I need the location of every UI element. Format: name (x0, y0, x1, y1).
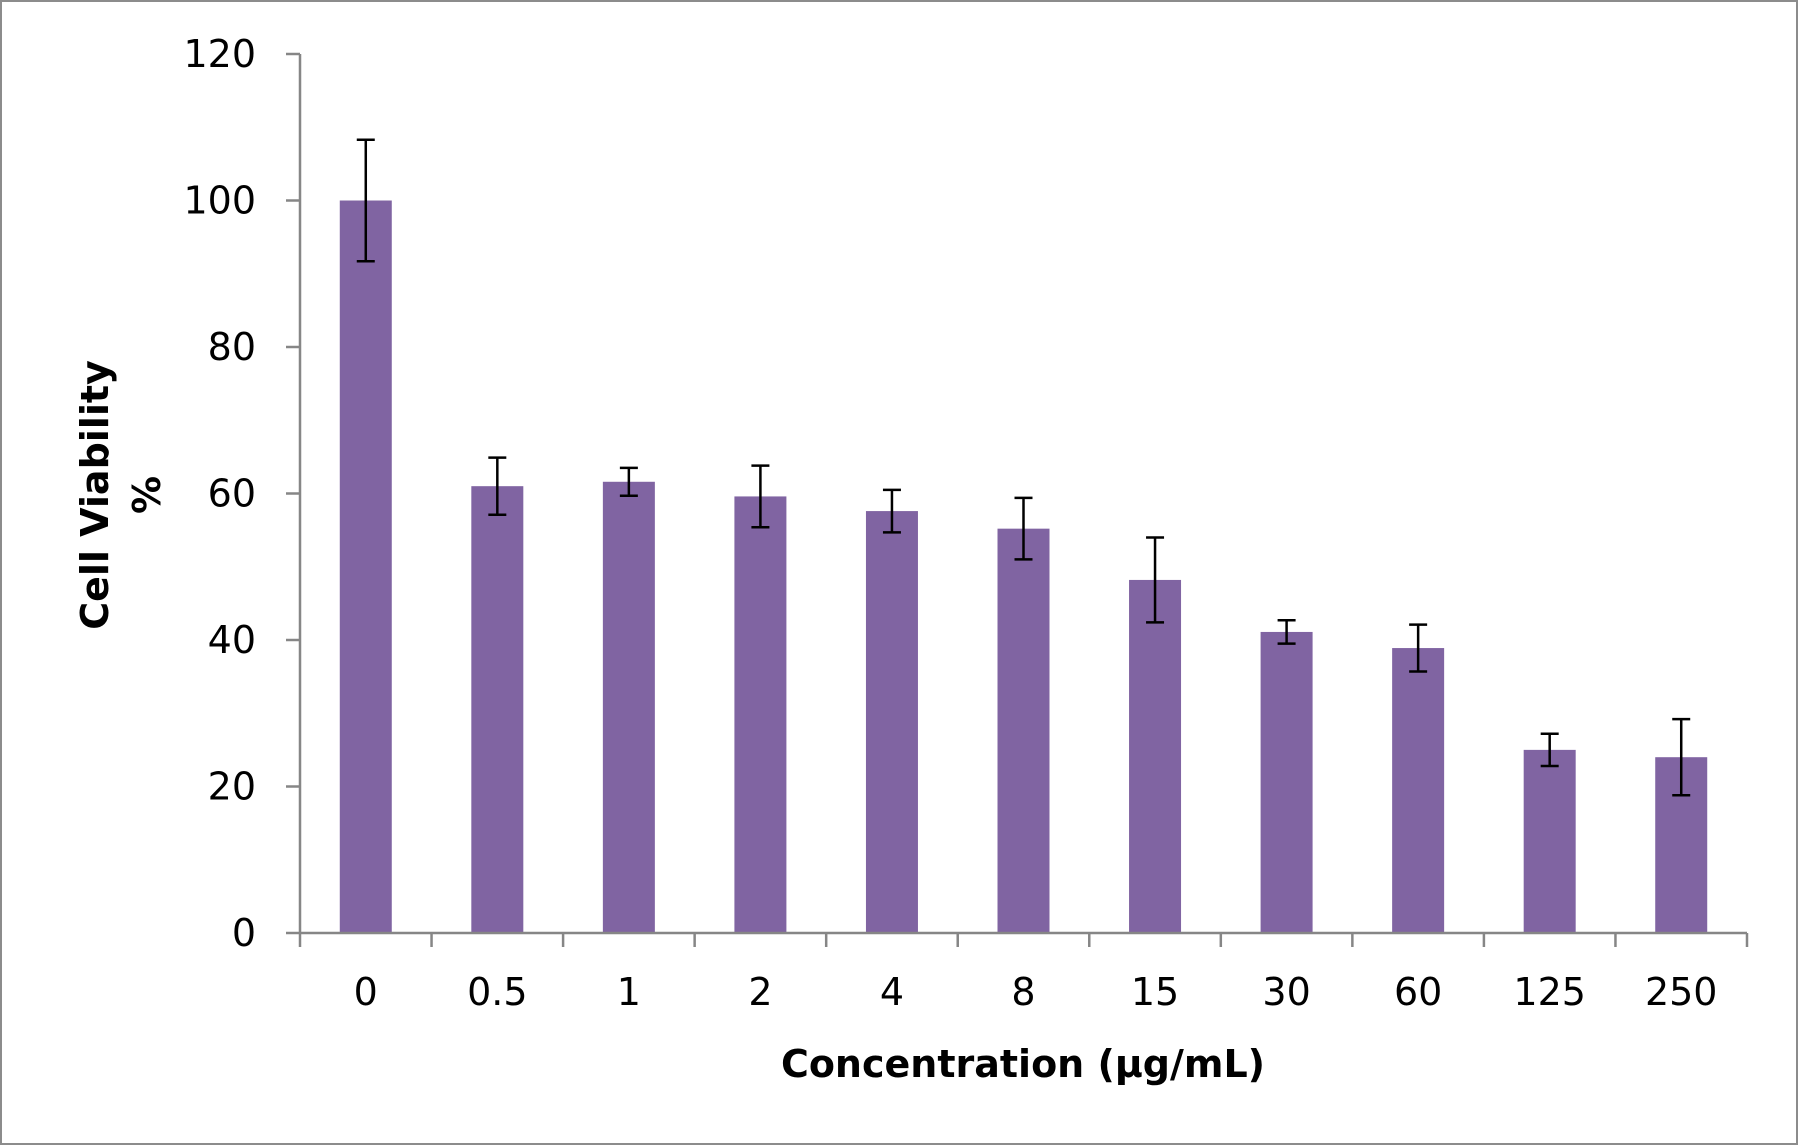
error-bar-0.5 (488, 456, 507, 516)
x-tick-label: 1 (617, 970, 641, 1014)
y-tick-label: 80 (208, 325, 256, 369)
bars-layer (339, 200, 1708, 933)
error-bar-15 (1146, 536, 1165, 624)
labels-layer: 0 20 40 60 80 100 120 0 0.5 1 2 4 8 15 30 60 125 250 (183, 32, 1717, 1014)
error-bar-2 (751, 464, 770, 529)
x-tick-label: 125 (1513, 970, 1586, 1014)
x-tick-label: 2 (748, 970, 772, 1014)
y-tick-label: 120 (183, 32, 256, 76)
bar-1 (602, 481, 655, 933)
x-tick-label: 30 (1262, 970, 1310, 1014)
error-bar-8 (1014, 496, 1033, 561)
error-bar-30 (1277, 618, 1296, 645)
x-tick-label: 0 (354, 970, 378, 1014)
x-tick-label: 8 (1011, 970, 1035, 1014)
x-tick-label: 15 (1131, 970, 1179, 1014)
error-bar-125 (1540, 732, 1559, 768)
y-axis-title: Cell Viability % (73, 360, 169, 630)
x-tick-label: 60 (1394, 970, 1442, 1014)
bar-60 (1392, 648, 1445, 933)
x-tick-label: 250 (1645, 970, 1718, 1014)
error-bar-250 (1672, 717, 1691, 797)
bar-30 (1260, 631, 1313, 933)
y-axis-title-line-2: % (125, 476, 169, 514)
error-bar-0 (356, 138, 375, 263)
y-tick-label: 0 (232, 911, 256, 955)
y-tick-label: 20 (208, 765, 256, 809)
bar-0 (339, 200, 392, 933)
bar-8 (997, 528, 1050, 933)
bar-0.5 (471, 486, 524, 933)
y-tick-label: 40 (208, 618, 256, 662)
x-tick-label: 0.5 (467, 970, 527, 1014)
bar-125 (1523, 749, 1576, 933)
y-tick-label: 100 (183, 179, 256, 223)
bar-2 (734, 496, 787, 933)
x-tick-label: 4 (880, 970, 904, 1014)
y-tick-label: 60 (208, 472, 256, 516)
error-bar-4 (882, 488, 901, 534)
error-bar-60 (1409, 623, 1428, 673)
bar-15 (1129, 579, 1182, 933)
y-axis-title-line-1: Cell Viability (73, 360, 117, 630)
error-bar-1 (619, 466, 638, 497)
error-bars-layer (356, 138, 1691, 797)
bar-4 (865, 511, 918, 933)
axes-layer (286, 52, 1749, 947)
x-axis-title: Concentration (μg/mL) (781, 1042, 1265, 1086)
